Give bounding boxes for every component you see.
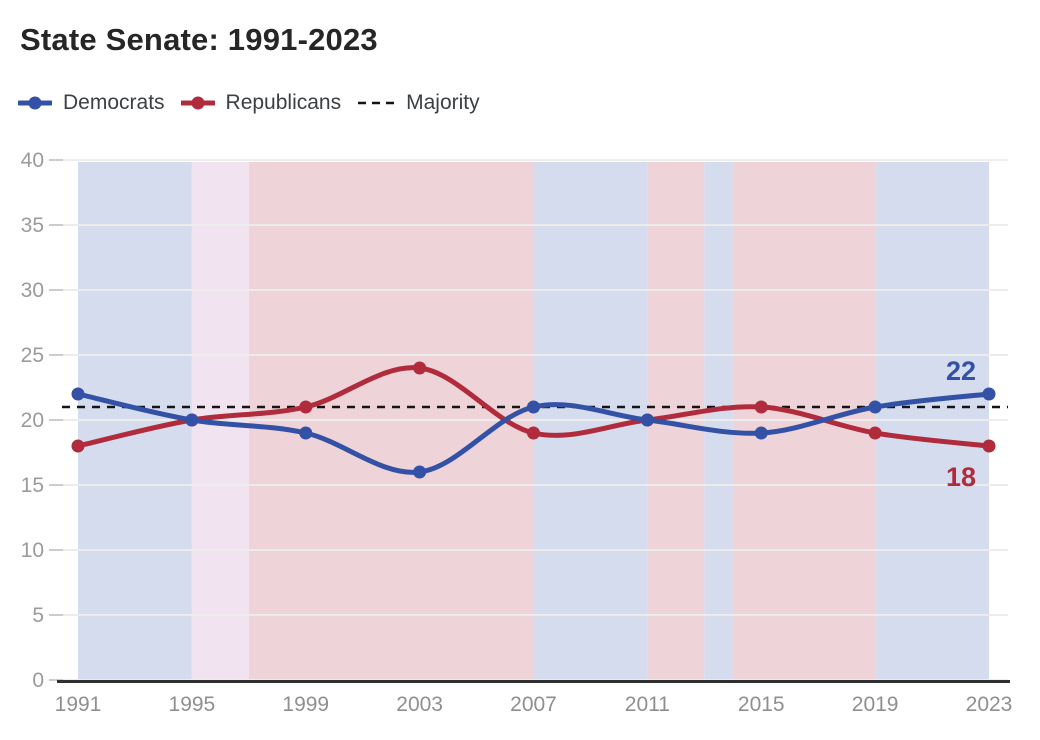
republicans-data-point (868, 426, 882, 440)
republicans-line-icon (180, 96, 215, 110)
republicans-data-point (299, 400, 313, 414)
y-axis-label: 0 (32, 669, 44, 692)
republicans-end-value-label: 18 (946, 462, 976, 492)
y-axis-label: 25 (21, 344, 44, 367)
legend-item-republicans[interactable]: Republicans (180, 91, 342, 115)
democrats-line-icon (18, 96, 52, 110)
y-axis-label: 35 (21, 214, 44, 237)
democrats-data-point (527, 400, 540, 414)
democrats-data-point (640, 413, 654, 427)
republicans-data-point (413, 361, 427, 375)
y-axis-label: 5 (32, 604, 44, 627)
democrats-data-point (868, 400, 882, 414)
x-axis-label: 2023 (966, 693, 1013, 716)
legend-item-majority[interactable]: Majority (357, 91, 480, 115)
majority-dash-icon (358, 101, 395, 105)
y-axis-label: 40 (21, 149, 44, 172)
republicans-data-point (71, 439, 85, 453)
x-axis-label: 1995 (169, 693, 216, 716)
legend-label-republicans: Republicans (225, 91, 342, 114)
democrats-data-point (754, 426, 768, 440)
y-axis-label: 20 (21, 409, 44, 432)
x-axis-label: 2019 (852, 693, 899, 716)
x-axis-label: 2003 (396, 693, 443, 716)
democrats-data-point (982, 387, 996, 401)
democrats-data-point (299, 426, 313, 440)
x-axis-label: 2015 (738, 693, 785, 716)
legend-label-majority: Majority (406, 91, 480, 114)
democrats-data-point (71, 387, 85, 401)
democrats-end-value-label: 22 (946, 356, 976, 386)
x-axis-label: 2011 (625, 693, 670, 716)
republicans-data-point (982, 439, 996, 453)
chart-title: State Senate: 1991-2023 (20, 22, 378, 57)
democrats-data-point (413, 465, 427, 479)
legend-item-democrats[interactable]: Democrats (18, 91, 165, 115)
x-axis-label: 1991 (55, 693, 102, 716)
y-axis-label: 10 (21, 539, 44, 562)
y-axis-label: 30 (21, 279, 44, 302)
republicans-data-point (527, 426, 540, 440)
legend-label-democrats: Democrats (63, 91, 165, 114)
x-axis-label: 2007 (510, 693, 557, 716)
chart-legend: Democrats Republicans Majority (18, 89, 480, 117)
y-axis-label: 15 (21, 474, 44, 497)
x-axis-label: 1999 (282, 693, 329, 716)
republicans-data-point (754, 400, 768, 414)
democrats-data-point (185, 413, 199, 427)
